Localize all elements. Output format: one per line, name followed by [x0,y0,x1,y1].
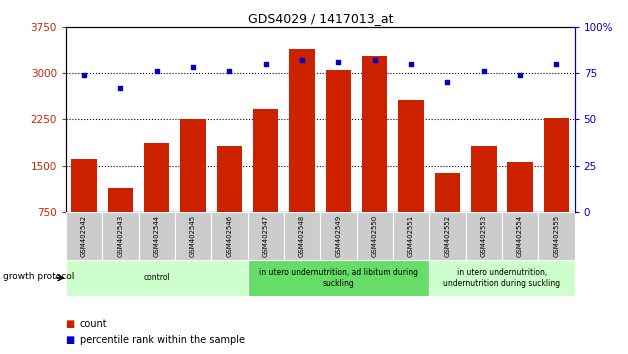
Bar [211,212,247,260]
Text: GSM402545: GSM402545 [190,215,196,257]
Bar [102,212,139,260]
Bar [393,212,430,260]
Bar [320,212,357,260]
Text: percentile rank within the sample: percentile rank within the sample [80,335,245,345]
Text: in utero undernutrition,
undernutrition during suckling: in utero undernutrition, undernutrition … [443,268,561,287]
Bar [544,118,569,212]
Text: control: control [143,273,170,282]
Point [116,85,126,91]
Point [370,57,380,63]
Text: GSM402542: GSM402542 [81,215,87,257]
Text: GSM402553: GSM402553 [481,215,487,257]
Point [297,57,307,63]
Point [551,61,561,67]
Bar [247,212,284,260]
Bar [430,212,465,260]
Bar [284,212,320,260]
Text: GSM402548: GSM402548 [299,215,305,257]
Text: GSM402549: GSM402549 [335,215,342,257]
Bar [108,188,133,212]
Bar [538,212,575,260]
Point [443,80,453,85]
Bar [139,212,175,260]
Bar [398,100,424,212]
Bar [430,260,575,296]
Point [224,68,234,74]
Bar [357,212,393,260]
Bar [66,212,102,260]
Point [152,68,162,74]
Text: growth protocol: growth protocol [3,272,75,281]
Point [79,72,89,78]
Bar [507,162,533,212]
Bar [465,212,502,260]
Bar [253,109,278,212]
Text: ■: ■ [66,335,78,345]
Bar [247,260,430,296]
Text: GSM402544: GSM402544 [154,215,160,257]
Bar [326,70,351,212]
Point [261,61,271,67]
Bar [180,119,206,212]
Bar [175,212,211,260]
Title: GDS4029 / 1417013_at: GDS4029 / 1417013_at [247,12,393,25]
Bar [66,260,247,296]
Text: GSM402555: GSM402555 [553,215,560,257]
Bar [290,49,315,212]
Point [515,72,525,78]
Bar [217,146,242,212]
Text: GSM402550: GSM402550 [372,215,378,257]
Bar [435,173,460,212]
Bar [471,146,497,212]
Text: GSM402552: GSM402552 [445,215,450,257]
Text: GSM402551: GSM402551 [408,215,414,257]
Point [479,68,489,74]
Bar [144,143,170,212]
Text: GSM402546: GSM402546 [227,215,232,257]
Point [333,59,344,65]
Bar [72,159,97,212]
Point [406,61,416,67]
Text: in utero undernutrition, ad libitum during
suckling: in utero undernutrition, ad libitum duri… [259,268,418,287]
Text: count: count [80,319,107,329]
Text: ■: ■ [66,319,78,329]
Bar [502,212,538,260]
Text: GSM402543: GSM402543 [117,215,124,257]
Point [188,64,198,70]
Text: GSM402547: GSM402547 [263,215,269,257]
Text: GSM402554: GSM402554 [517,215,523,257]
Bar [362,56,387,212]
